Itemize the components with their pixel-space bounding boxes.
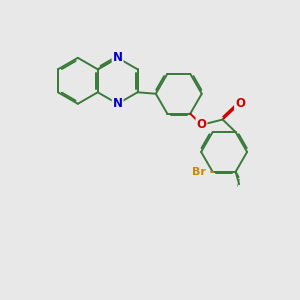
Text: O: O <box>235 97 245 110</box>
Text: N: N <box>112 97 123 110</box>
Text: Br: Br <box>193 167 206 177</box>
Text: N: N <box>112 51 123 64</box>
Text: O: O <box>196 118 206 131</box>
Text: /: / <box>237 178 240 188</box>
